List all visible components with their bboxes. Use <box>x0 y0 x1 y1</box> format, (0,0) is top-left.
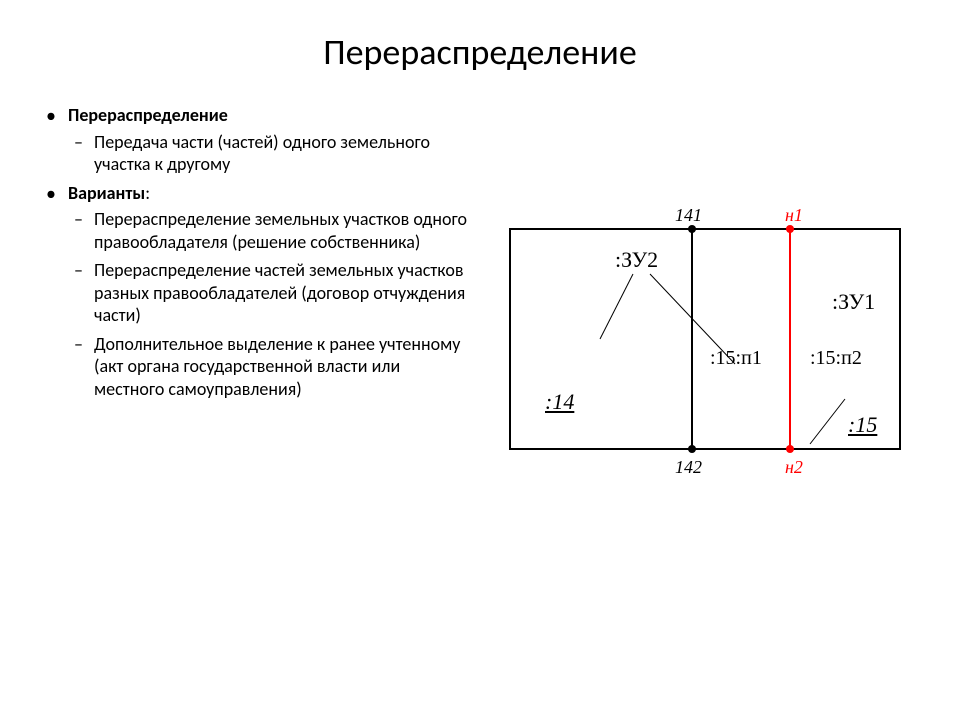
diagram-label-p15: :15 <box>848 412 877 438</box>
diagram-svg <box>500 199 910 489</box>
bullet-2-sub-3: Дополнительное выделение к ранее учтенно… <box>68 333 470 401</box>
bullet-1: Перераспределение Передача части (частей… <box>40 104 470 176</box>
diagram-label-n2: н2 <box>785 457 803 478</box>
diagram-label-n1: н1 <box>785 205 803 226</box>
diagram-column: 141н1142н2:ЗУ2:ЗУ1:15:п1:15:п2:14:15 <box>470 104 920 406</box>
text-column: Перераспределение Передача части (частей… <box>40 104 470 406</box>
diagram-label-p14: :14 <box>545 389 574 415</box>
diagram-label-zu2: :ЗУ2 <box>615 247 658 273</box>
content-row: Перераспределение Передача части (частей… <box>0 104 960 406</box>
land-plot-diagram: 141 н1 142 н2 :ЗУ2 :ЗУ1 :15:п1 :15:п2 :14 :15 <box>500 199 910 489</box>
diagram-label-p15p2: :15:п2 <box>810 347 862 370</box>
bullet-2-head-suffix: : <box>145 182 150 204</box>
diagram-label-p15p1: :15:п1 <box>710 347 762 370</box>
diagram-label-p142: 142 <box>675 457 702 478</box>
bullet-1-head: Перераспределение <box>68 104 228 126</box>
bullet-2: Варианты: Перераспределение земельных уч… <box>40 182 470 401</box>
diagram-label-p141: 141 <box>675 205 702 226</box>
slide-title: Перераспределение <box>0 0 960 104</box>
bullet-2-head: Варианты <box>68 182 145 204</box>
bullet-2-sub-1: Перераспределение земельных участков одн… <box>68 208 470 253</box>
bullet-1-sub-1: Передача части (частей) одного земельног… <box>68 131 470 176</box>
bullet-2-sub-2: Перераспределение частей земельных участ… <box>68 259 470 327</box>
diagram-label-zu1: :ЗУ1 <box>832 289 875 315</box>
